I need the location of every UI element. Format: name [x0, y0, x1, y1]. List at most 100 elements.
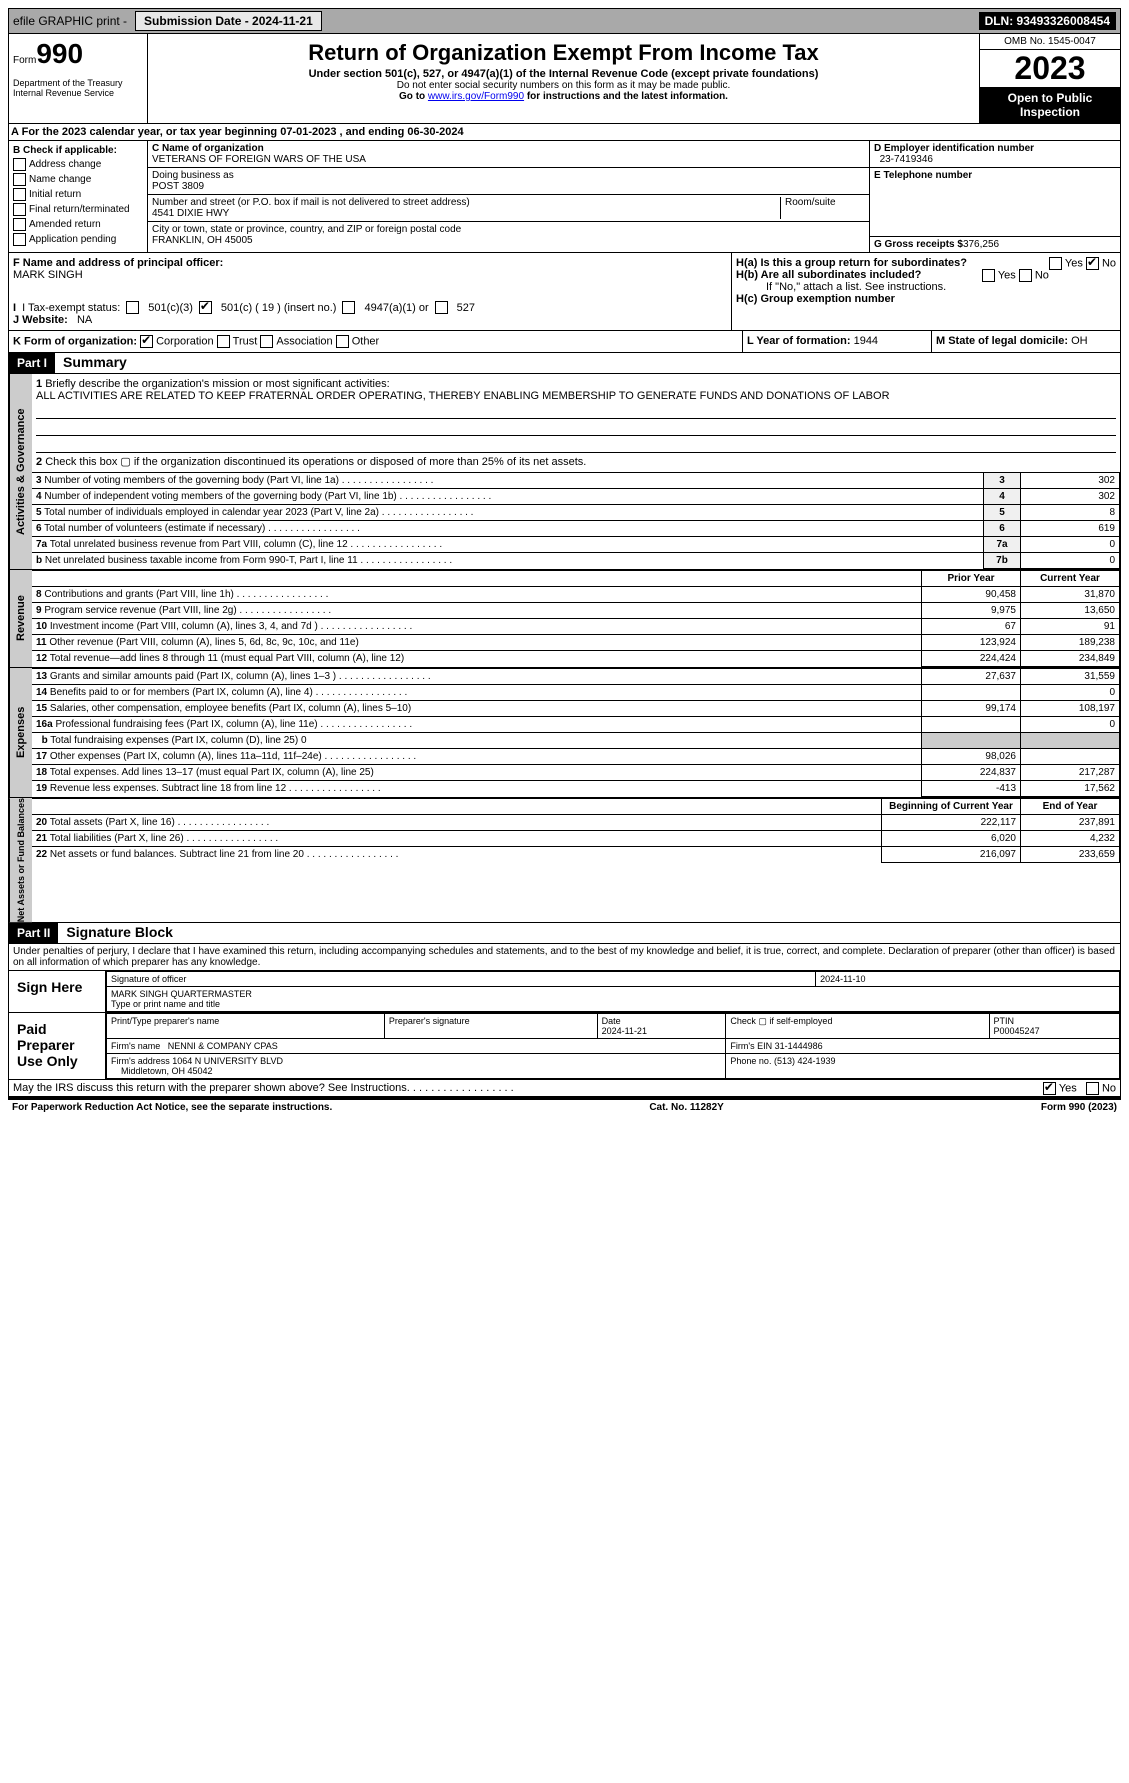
top-bar: efile GRAPHIC print - Submission Date - …: [8, 8, 1121, 34]
cb-trust[interactable]: [217, 335, 230, 348]
firm-phone: (513) 424-1939: [774, 1056, 836, 1066]
table-row: 18 Total expenses. Add lines 13–17 (must…: [32, 765, 1120, 781]
perjury-statement: Under penalties of perjury, I declare th…: [8, 944, 1121, 971]
row-a: A For the 2023 calendar year, or tax yea…: [8, 124, 1121, 141]
firm-address: 1064 N UNIVERSITY BLVD: [172, 1056, 283, 1066]
table-row: b Total fundraising expenses (Part IX, c…: [32, 733, 1120, 749]
dba: POST 3809: [152, 181, 204, 192]
cb-corp[interactable]: [140, 335, 153, 348]
year-formation: 1944: [854, 335, 878, 347]
cb-address[interactable]: Address change: [13, 158, 143, 171]
gross-receipts: 376,256: [963, 239, 999, 250]
table-row: 19 Revenue less expenses. Subtract line …: [32, 781, 1120, 797]
paid-preparer: Paid Preparer Use Only Print/Type prepar…: [8, 1013, 1121, 1080]
ptin: P00045247: [994, 1026, 1040, 1036]
sign-here: Sign Here Signature of officer2024-11-10…: [8, 971, 1121, 1013]
ha-yes[interactable]: [1049, 257, 1062, 270]
header-row: Form990 Department of the Treasury Inter…: [8, 34, 1121, 124]
box-b-title: B Check if applicable:: [13, 145, 117, 156]
footer: For Paperwork Reduction Act Notice, see …: [8, 1097, 1121, 1115]
table-row: 21 Total liabilities (Part X, line 26)6,…: [32, 831, 1120, 847]
net-assets-table: Beginning of Current YearEnd of Year 20 …: [32, 798, 1120, 863]
omb-number: OMB No. 1545-0047: [980, 34, 1120, 50]
efile-label: efile GRAPHIC print -: [13, 14, 127, 28]
table-row: 13 Grants and similar amounts paid (Part…: [32, 669, 1120, 685]
box-b: B Check if applicable: Address change Na…: [9, 141, 148, 252]
activities-governance: Activities & Governance 1 Briefly descri…: [8, 374, 1121, 570]
table-row: 8 Contributions and grants (Part VIII, l…: [32, 587, 1120, 603]
cb-pending[interactable]: Application pending: [13, 233, 143, 246]
cb-final[interactable]: Final return/terminated: [13, 203, 143, 216]
year-box: OMB No. 1545-0047 2023 Open to Public In…: [979, 34, 1120, 123]
table-row: 4 Number of independent voting members o…: [32, 489, 1120, 505]
title-box: Return of Organization Exempt From Incom…: [148, 34, 979, 123]
discuss-row: May the IRS discuss this return with the…: [8, 1080, 1121, 1097]
cb-501c[interactable]: [199, 301, 212, 314]
cb-501c3[interactable]: [126, 301, 139, 314]
domicile: OH: [1071, 335, 1088, 347]
mission-text: ALL ACTIVITIES ARE RELATED TO KEEP FRATE…: [36, 390, 890, 402]
ssn-warning: Do not enter social security numbers on …: [152, 80, 975, 91]
officer-signature: MARK SINGH QUARTERMASTER: [111, 989, 252, 999]
cb-527[interactable]: [435, 301, 448, 314]
hb-yes[interactable]: [982, 269, 995, 282]
city: FRANKLIN, OH 45005: [152, 235, 253, 246]
form-number: 990: [36, 38, 83, 69]
row-fgh: F Name and address of principal officer:…: [8, 253, 1121, 331]
goto-line: Go to www.irs.gov/Form990 for instructio…: [152, 91, 975, 102]
form-number-box: Form990 Department of the Treasury Inter…: [9, 34, 148, 123]
revenue-section: Revenue Prior YearCurrent Year 8 Contrib…: [8, 570, 1121, 668]
discuss-yes[interactable]: [1043, 1082, 1056, 1095]
table-row: 16a Professional fundraising fees (Part …: [32, 717, 1120, 733]
table-row: 10 Investment income (Part VIII, column …: [32, 619, 1120, 635]
box-d: D Employer identification number 23-7419…: [869, 141, 1120, 252]
hb-no[interactable]: [1019, 269, 1032, 282]
table-row: 15 Salaries, other compensation, employe…: [32, 701, 1120, 717]
table-row: b Net unrelated business taxable income …: [32, 553, 1120, 569]
ha-no[interactable]: [1086, 257, 1099, 270]
form-title: Return of Organization Exempt From Incom…: [152, 40, 975, 66]
firm-name: NENNI & COMPANY CPAS: [168, 1041, 278, 1051]
street: 4541 DIXIE HWY: [152, 208, 229, 219]
form-prefix: Form: [13, 55, 36, 66]
department-label: Department of the Treasury Internal Reve…: [13, 78, 143, 98]
table-row: 20 Total assets (Part X, line 16)222,117…: [32, 815, 1120, 831]
submission-date-button[interactable]: Submission Date - 2024-11-21: [135, 11, 322, 31]
governance-table: 3 Number of voting members of the govern…: [32, 472, 1120, 569]
org-name: VETERANS OF FOREIGN WARS OF THE USA: [152, 154, 366, 165]
discuss-no[interactable]: [1086, 1082, 1099, 1095]
expenses-section: Expenses 13 Grants and similar amounts p…: [8, 668, 1121, 798]
expenses-table: 13 Grants and similar amounts paid (Part…: [32, 668, 1120, 797]
tax-year: 2023: [980, 50, 1120, 87]
box-h: H(a) Is this a group return for subordin…: [732, 253, 1120, 330]
subtitle: Under section 501(c), 527, or 4947(a)(1)…: [152, 68, 975, 80]
website: NA: [77, 314, 92, 326]
cb-name[interactable]: Name change: [13, 173, 143, 186]
part2-header: Part IISignature Block: [8, 923, 1121, 944]
table-row: 14 Benefits paid to or for members (Part…: [32, 685, 1120, 701]
box-f: F Name and address of principal officer:…: [9, 253, 732, 330]
firm-ein: 31-1444986: [775, 1041, 823, 1051]
revenue-table: Prior YearCurrent Year 8 Contributions a…: [32, 570, 1120, 667]
row-klm: K Form of organization: Corporation Trus…: [8, 331, 1121, 353]
part1-header: Part ISummary: [8, 353, 1121, 374]
irs-link[interactable]: www.irs.gov/Form990: [428, 91, 524, 102]
table-row: 12 Total revenue—add lines 8 through 11 …: [32, 651, 1120, 667]
dln-label: DLN: 93493326008454: [979, 12, 1116, 30]
cb-other[interactable]: [336, 335, 349, 348]
table-row: 11 Other revenue (Part VIII, column (A),…: [32, 635, 1120, 651]
box-c: C Name of organizationVETERANS OF FOREIG…: [148, 141, 869, 252]
officer-name: MARK SINGH: [13, 269, 83, 281]
table-row: 6 Total number of volunteers (estimate i…: [32, 521, 1120, 537]
cb-initial[interactable]: Initial return: [13, 188, 143, 201]
table-row: 5 Total number of individuals employed i…: [32, 505, 1120, 521]
identification-grid: B Check if applicable: Address change Na…: [8, 141, 1121, 253]
cb-assoc[interactable]: [260, 335, 273, 348]
cb-amended[interactable]: Amended return: [13, 218, 143, 231]
ein: 23-7419346: [880, 154, 933, 165]
cb-4947[interactable]: [342, 301, 355, 314]
net-assets-section: Net Assets or Fund Balances Beginning of…: [8, 798, 1121, 923]
table-row: 3 Number of voting members of the govern…: [32, 473, 1120, 489]
table-row: 22 Net assets or fund balances. Subtract…: [32, 847, 1120, 863]
table-row: 7a Total unrelated business revenue from…: [32, 537, 1120, 553]
